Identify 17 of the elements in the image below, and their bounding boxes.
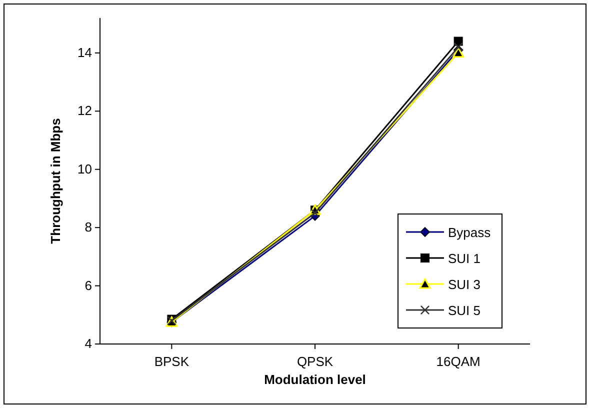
- point: [452, 47, 464, 58]
- y-tick-label: 4: [84, 336, 92, 351]
- legend-label: Bypass: [448, 225, 492, 240]
- y-tick-label: 14: [78, 44, 92, 60]
- legend-label: SUI 5: [448, 303, 481, 318]
- y-tick-label: 6: [84, 278, 92, 293]
- x-tick-label: QPSK: [296, 354, 334, 369]
- y-tick-label: 10: [78, 161, 92, 176]
- point: [454, 42, 463, 52]
- x-tick-label: 16QAM: [436, 354, 480, 369]
- x-tick-label: BPSK: [154, 354, 190, 369]
- y-tick-label: 8: [84, 220, 92, 235]
- y-tick-label: 12: [78, 103, 92, 118]
- legend-label: SUI 3: [448, 277, 481, 292]
- x-axis-title: Modulation level: [264, 372, 366, 387]
- legend-label: SUI 1: [448, 251, 481, 266]
- y-axis-title: Throughput in Mbps: [48, 118, 63, 244]
